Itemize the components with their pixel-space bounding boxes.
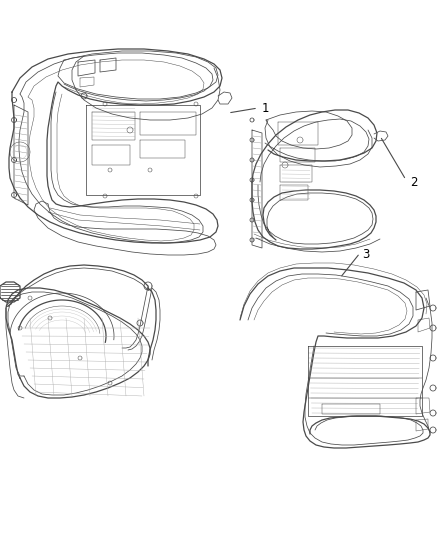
Text: 3: 3	[362, 247, 369, 261]
Text: 2: 2	[410, 175, 417, 189]
Text: 1: 1	[262, 101, 269, 115]
